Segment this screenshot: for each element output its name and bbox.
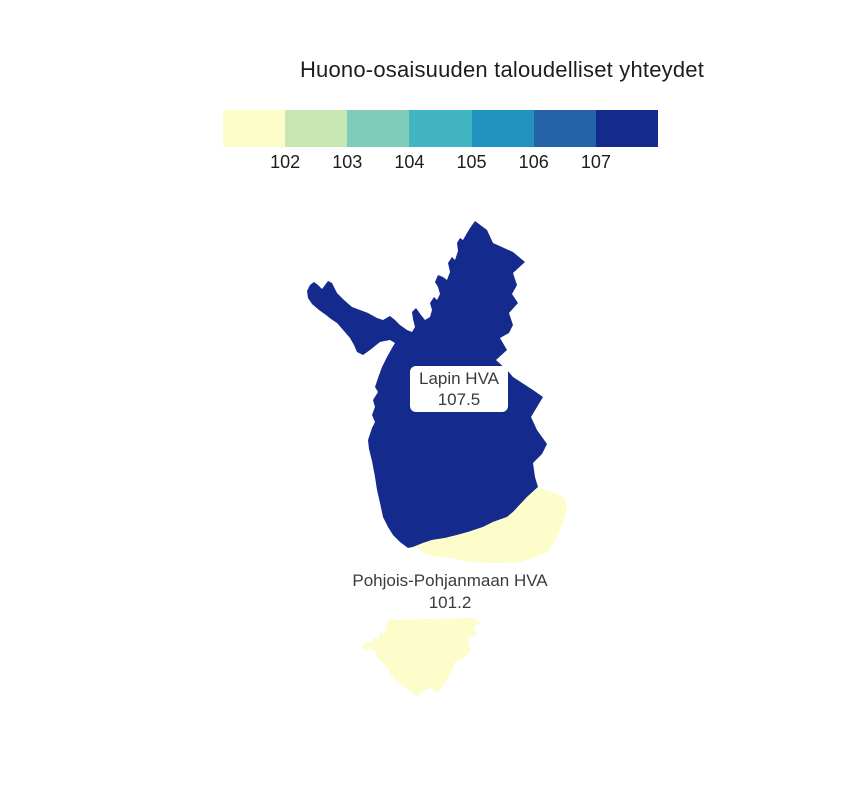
legend-tick-label: 102 — [270, 152, 301, 172]
region-pohjois-pohjanmaan-hva[interactable] — [408, 487, 567, 563]
region-name: Lapin HVA — [418, 369, 499, 388]
legend-swatch — [347, 110, 410, 147]
legend-tick-label: 105 — [456, 152, 487, 172]
legend-swatch — [409, 110, 472, 147]
legend-swatch — [533, 110, 596, 147]
region-pohjois-pohjanmaan-hva[interactable] — [362, 618, 480, 697]
page-title: Huono-osaisuuden taloudelliset yhteydet — [299, 57, 705, 82]
legend-swatch — [285, 110, 348, 147]
legend-swatch — [223, 110, 286, 147]
legend-ticks: 102 103 104 105 106 107 — [223, 152, 658, 176]
legend-bar — [223, 110, 658, 147]
legend-swatch — [471, 110, 534, 147]
legend-tick-label: 107 — [580, 152, 611, 172]
legend-swatch — [595, 110, 658, 147]
region-label-lapin-hva: Lapin HVA 107.5 — [410, 366, 508, 412]
color-legend: 102 103 104 105 106 107 — [223, 110, 658, 176]
legend-tick-label: 106 — [518, 152, 549, 172]
legend-tick-label: 103 — [332, 152, 363, 172]
region-label-pohjois-pohjanmaan-hva: Pohjois-Pohjanmaan HVA 101.2 — [352, 570, 547, 614]
region-value: 107.5 — [437, 390, 481, 409]
legend-tick-label: 104 — [394, 152, 425, 172]
region-value: 101.2 — [428, 593, 472, 612]
region-name: Pohjois-Pohjanmaan HVA — [352, 571, 548, 590]
